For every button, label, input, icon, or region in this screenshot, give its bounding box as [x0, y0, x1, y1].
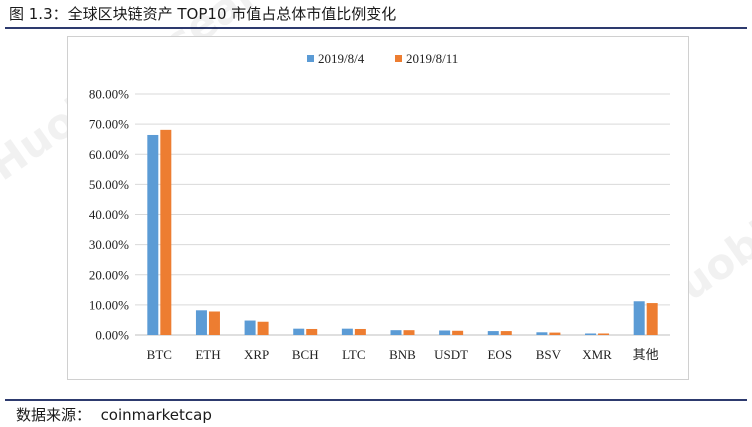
- x-tick-label: USDT: [434, 347, 468, 362]
- y-axis: 0.00% 10.00% 20.00% 30.00% 40.00% 50.00% 60.00…: [89, 87, 129, 343]
- bar-BSV-2019/8/11: [549, 332, 561, 335]
- x-tick-label: XMR: [582, 347, 612, 362]
- bar-BTC-2019/8/4: [147, 134, 159, 335]
- x-tick-label: BNB: [389, 347, 416, 362]
- y-tick-label: 0.00%: [95, 328, 129, 343]
- x-tick-label: BSV: [536, 347, 562, 362]
- bar-USDT-2019/8/4: [439, 330, 451, 335]
- title-divider: [5, 27, 747, 29]
- bar-其他-2019/8/4: [633, 301, 645, 335]
- x-axis: BTC ETH XRP BCH LTC BNB USDT EOS BSV XMR 其他: [147, 347, 659, 362]
- source-line: 数据来源： coinmarketcap: [16, 404, 212, 425]
- bars: [147, 129, 658, 335]
- bar-BSV-2019/8/4: [536, 332, 548, 335]
- x-tick-label: EOS: [487, 347, 512, 362]
- x-tick-label: XRP: [244, 347, 269, 362]
- bar-ETH-2019/8/11: [208, 311, 220, 335]
- bar-BNB-2019/8/11: [403, 330, 415, 335]
- gridlines: [135, 93, 670, 336]
- bar-XRP-2019/8/4: [244, 320, 256, 335]
- x-tick-label: LTC: [342, 347, 365, 362]
- y-tick-label: 50.00%: [89, 177, 129, 192]
- bar-USDT-2019/8/11: [452, 330, 464, 335]
- x-tick-label: ETH: [195, 347, 220, 362]
- chart: 2019/8/4 2019/8/11 0.00% 10.00% 20.00% 30.00…: [89, 51, 670, 362]
- bar-ETH-2019/8/4: [195, 310, 207, 335]
- y-tick-label: 40.00%: [89, 207, 129, 222]
- figure-title: 图 1.3：全球区块链资产 TOP10 市值占总体市值比例变化: [9, 5, 397, 23]
- y-tick-label: 70.00%: [89, 117, 129, 132]
- bar-BCH-2019/8/4: [293, 328, 305, 335]
- bar-LTC-2019/8/11: [354, 328, 366, 335]
- x-tick-label: BCH: [292, 347, 319, 362]
- legend-swatch: [307, 55, 314, 62]
- bar-BTC-2019/8/11: [160, 129, 172, 335]
- bar-EOS-2019/8/11: [500, 331, 512, 335]
- legend-label: 2019/8/4: [318, 51, 365, 66]
- source-label: 数据来源：: [16, 406, 92, 424]
- chart-frame: 2019/8/4 2019/8/11 0.00% 10.00% 20.00% 30.00…: [67, 36, 689, 380]
- legend-label: 2019/8/11: [406, 51, 458, 66]
- y-tick-label: 60.00%: [89, 147, 129, 162]
- bar-LTC-2019/8/4: [341, 328, 353, 335]
- y-tick-label: 20.00%: [89, 267, 129, 282]
- legend-swatch: [395, 55, 402, 62]
- source-divider: [5, 399, 747, 401]
- bar-EOS-2019/8/4: [487, 331, 499, 335]
- bar-XMR-2019/8/11: [598, 333, 610, 335]
- x-tick-label: BTC: [147, 347, 172, 362]
- legend: 2019/8/4 2019/8/11: [307, 51, 458, 66]
- y-tick-label: 30.00%: [89, 237, 129, 252]
- bar-XMR-2019/8/4: [585, 333, 597, 335]
- source-value: coinmarketcap: [100, 406, 212, 424]
- y-tick-label: 10.00%: [89, 297, 129, 312]
- bar-BNB-2019/8/4: [390, 330, 402, 335]
- bar-XRP-2019/8/11: [257, 321, 269, 335]
- bar-BCH-2019/8/11: [306, 328, 318, 335]
- x-tick-label: 其他: [633, 347, 659, 362]
- y-tick-label: 80.00%: [89, 87, 129, 102]
- bar-其他-2019/8/11: [646, 303, 658, 335]
